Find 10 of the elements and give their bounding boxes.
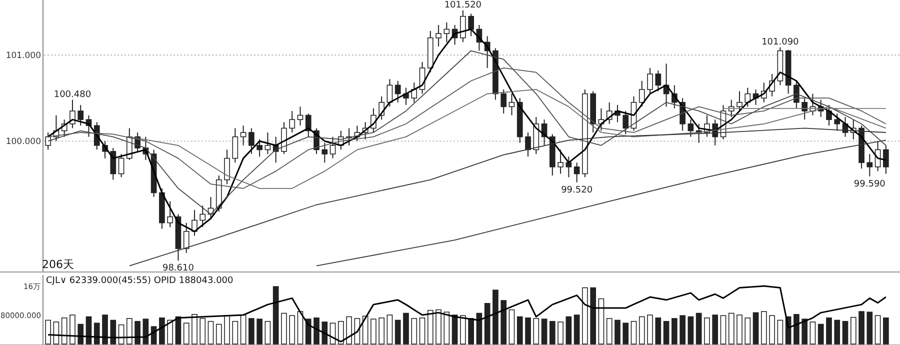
annotation: 101.090	[762, 37, 800, 48]
y-tick-label: 101.000	[6, 51, 41, 62]
annotation: 101.520	[444, 0, 482, 10]
annotation: 99.520	[561, 185, 593, 196]
annotation: 206天	[42, 258, 74, 271]
annotation: 98.610	[162, 264, 194, 274]
annotation: 100.480	[54, 90, 92, 100]
chart-title: CJL∨ 62339.000(45:55) OPID 188043.000	[46, 276, 234, 286]
annotation: 99.590	[854, 179, 886, 190]
y-tick-label: 100.000	[6, 137, 41, 148]
